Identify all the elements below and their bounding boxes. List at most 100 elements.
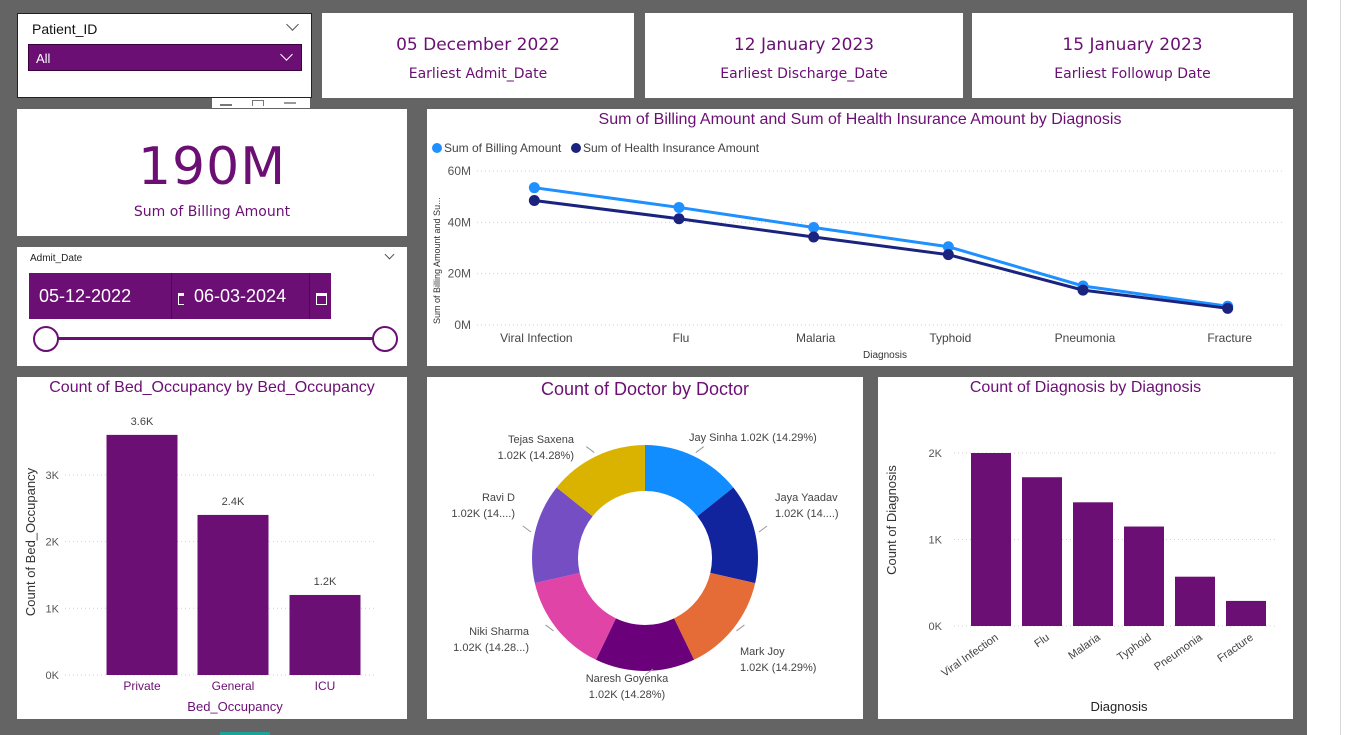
leader-line	[695, 446, 705, 453]
slice-label-value: 1.02K (14....)	[775, 508, 839, 520]
card-label: Earliest Followup Date	[1054, 66, 1211, 82]
card-value: 12 January 2023	[733, 35, 875, 55]
chevron-down-icon	[280, 48, 293, 61]
y-tick-label: 60M	[448, 164, 471, 178]
legend-marker-billing	[432, 143, 442, 153]
bar-private[interactable]	[106, 434, 178, 675]
x-axis-title: Bed_Occupancy	[187, 699, 283, 714]
bed-chart-svg: Count of Bed_Occupancy Bed_Occupancy 0K 1…	[23, 416, 377, 714]
start-date-value: 05-12-2022	[39, 286, 132, 306]
start-date-input[interactable]: 05-12-2022	[29, 273, 193, 319]
donut-slice-jaya-yaadav[interactable]	[697, 487, 758, 584]
filter-icon[interactable]	[220, 104, 232, 106]
right-divider	[1340, 0, 1341, 735]
data-point[interactable]	[528, 182, 540, 194]
data-point[interactable]	[673, 201, 685, 213]
more-options-icon[interactable]	[284, 102, 296, 104]
donut-slice-mark-joy[interactable]	[674, 572, 756, 660]
end-date-input[interactable]: 06-03-2024	[184, 273, 331, 319]
y-tick-label: 40M	[448, 215, 471, 229]
series-line-billing	[534, 186, 1228, 308]
calendar-icon[interactable]	[309, 273, 331, 319]
horizontal-scrollbar-thumb[interactable]	[220, 732, 270, 735]
data-point[interactable]	[673, 213, 685, 225]
x-tick-label: Pneumonia	[1152, 631, 1205, 673]
donut-slice-tejas-saxena[interactable]	[556, 445, 645, 517]
leader-line	[758, 525, 768, 533]
diagnosis-bar-chart: Count of Diagnosis by Diagnosis Count of…	[878, 377, 1293, 719]
legend-label-billing: Sum of Billing Amount	[444, 141, 562, 155]
y-tick-label: 20M	[448, 267, 471, 281]
card-value: 15 January 2023	[1062, 35, 1203, 55]
billing-insurance-line-chart: Sum of Billing Amount and Sum of Health …	[427, 109, 1293, 366]
dropdown-selected-value: All	[36, 51, 51, 66]
chart-title: Sum of Billing Amount and Sum of Health …	[598, 111, 1122, 128]
x-tick-label: Pneumonia	[1055, 331, 1116, 345]
data-point[interactable]	[1222, 302, 1234, 314]
data-point[interactable]	[808, 221, 820, 233]
date-range-track[interactable]	[46, 337, 386, 340]
card-value: 05 December 2022	[396, 35, 560, 55]
y-axis-title: Sum of Billing Amount and Su...	[432, 197, 442, 324]
data-point[interactable]	[528, 195, 540, 207]
x-tick-label: ICU	[315, 679, 336, 693]
legend-marker-insurance	[571, 143, 581, 153]
bar-icu[interactable]	[289, 594, 361, 675]
chevron-down-icon[interactable]	[384, 249, 395, 260]
leader-line	[522, 525, 532, 533]
x-tick-label: Typhoid	[929, 331, 971, 345]
bar-general[interactable]	[197, 514, 269, 675]
donut-slice-jay-sinha[interactable]	[645, 445, 734, 517]
y-tick-label: 2K	[46, 537, 60, 549]
slice-label-name: Mark Joy	[740, 646, 785, 658]
earliest-admit-date-card: 05 December 2022 Earliest Admit_Date	[322, 13, 634, 98]
donut-slice-niki-sharma[interactable]	[534, 572, 616, 660]
x-tick-label: Fracture	[1215, 632, 1255, 665]
donut-slice-ravi-d[interactable]	[532, 487, 593, 584]
line-chart-svg: Sum of Billing Amount Sum of Health Insu…	[432, 141, 1285, 361]
right-margin	[1307, 0, 1352, 735]
bar-viral-infection[interactable]	[971, 453, 1011, 626]
kpi-label: Sum of Billing Amount	[133, 204, 291, 220]
bar-pneumonia[interactable]	[1175, 576, 1215, 626]
x-axis-title: Diagnosis	[1090, 699, 1148, 714]
series-line-insurance	[534, 199, 1228, 310]
slice-label-value: 1.02K (14....)	[451, 508, 515, 520]
bar-fracture[interactable]	[1226, 600, 1266, 626]
doctor-donut-chart: Count of Doctor by Doctor Jay Sinha 1.02…	[427, 377, 863, 719]
diagnosis-chart-svg: Count of Diagnosis Diagnosis 0K 1K 2K Viral…	[884, 448, 1278, 714]
bar-flu[interactable]	[1022, 477, 1062, 626]
slice-label-value: 1.02K (14.28...)	[453, 642, 529, 654]
patient-id-dropdown[interactable]: All	[28, 44, 302, 71]
sum-billing-amount-card: 190M Sum of Billing Amount	[17, 109, 407, 236]
bar-malaria[interactable]	[1073, 502, 1113, 626]
data-point[interactable]	[942, 241, 954, 253]
data-point[interactable]	[942, 249, 954, 261]
range-end-handle[interactable]	[372, 326, 398, 352]
visual-header-strip	[212, 98, 310, 108]
focus-mode-icon[interactable]	[252, 100, 264, 106]
card-label: Earliest Admit_Date	[408, 66, 548, 82]
slice-label-name: Ravi D	[482, 492, 515, 504]
leader-line	[736, 624, 745, 632]
card-label: Earliest Discharge_Date	[720, 66, 888, 82]
bed-occupancy-bar-chart: Count of Bed_Occupancy by Bed_Occupancy …	[17, 377, 407, 719]
data-point[interactable]	[808, 231, 820, 243]
data-label: 2.4K	[222, 496, 245, 508]
data-point[interactable]	[1077, 284, 1089, 296]
y-tick-label: 0M	[454, 318, 471, 332]
slicer-title: Patient_ID	[32, 21, 98, 37]
donut-slice-naresh-goyenka[interactable]	[595, 618, 695, 671]
slice-label-name: Naresh Goyenka	[586, 673, 669, 685]
leader-line	[644, 668, 654, 676]
x-tick-label: Malaria	[796, 331, 836, 345]
bar-typhoid[interactable]	[1124, 526, 1164, 626]
chevron-down-icon[interactable]	[286, 18, 299, 31]
donut-chart-svg: Jay Sinha 1.02K (14.29%) Jaya Yaadav 1.02K…	[451, 432, 839, 701]
range-start-handle[interactable]	[33, 326, 59, 352]
y-tick-label: 3K	[46, 470, 60, 482]
x-tick-label: Malaria	[1066, 631, 1103, 662]
y-tick-label: 2K	[929, 448, 943, 460]
x-tick-label: Flu	[1032, 632, 1051, 651]
y-axis-title: Count of Bed_Occupancy	[23, 467, 38, 616]
